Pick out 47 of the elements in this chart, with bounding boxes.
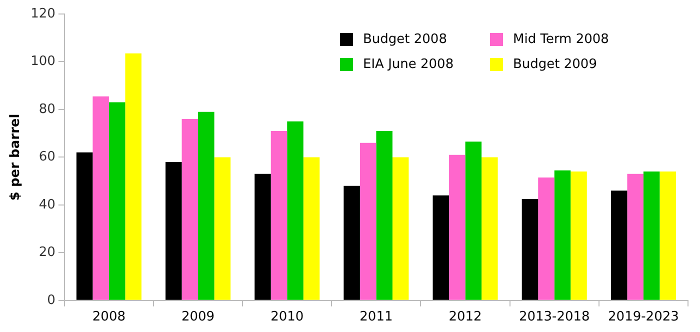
y-tick-label: 0: [47, 292, 56, 308]
bar: [538, 177, 554, 300]
bar: [76, 152, 93, 300]
bar: [660, 172, 676, 300]
bar: [287, 121, 304, 300]
x-tick-label: 2008: [92, 310, 126, 325]
x-tick-label: 2011: [360, 310, 393, 325]
bar: [360, 142, 376, 300]
bar: [108, 102, 126, 300]
y-tick-label: 60: [38, 150, 56, 165]
x-tick-label: 2010: [270, 310, 304, 325]
x-tick-label: 2013-2018: [518, 310, 590, 325]
bar: [570, 172, 587, 300]
x-tick-label: 2019-2023: [608, 310, 679, 325]
bar: [182, 119, 198, 300]
bar: [449, 154, 466, 300]
bar: [125, 53, 142, 300]
bar: [92, 96, 109, 300]
bar: [166, 162, 182, 300]
bar: [198, 112, 214, 300]
bar: [554, 170, 571, 300]
bar: [432, 195, 450, 300]
bar: [270, 130, 288, 300]
x-tick-label: 2009: [181, 310, 215, 325]
bar: [627, 174, 644, 300]
bar: [643, 172, 660, 300]
legend-label: Budget 2008: [363, 32, 447, 47]
bar: [392, 157, 409, 300]
bar: [482, 157, 498, 300]
bar: [610, 190, 628, 300]
bar: [376, 130, 392, 300]
bar: [522, 198, 538, 300]
legend-label: Mid Term 2008: [513, 32, 609, 47]
x-tick-label: 2012: [448, 310, 482, 325]
bar: [344, 186, 360, 300]
y-axis-title: $ per barrel: [8, 114, 24, 201]
bar: [303, 157, 320, 300]
legend-label: EIA June 2008: [363, 57, 454, 72]
bar: [465, 142, 482, 300]
bar: [214, 157, 231, 300]
y-tick-label: 40: [38, 197, 56, 212]
y-tick-label: 100: [30, 54, 56, 70]
y-tick-label: 80: [38, 102, 56, 117]
y-tick-label: 20: [38, 245, 56, 260]
bar: [254, 174, 271, 300]
y-tick-label: 120: [30, 6, 56, 22]
legend-label: Budget 2009: [513, 57, 597, 72]
